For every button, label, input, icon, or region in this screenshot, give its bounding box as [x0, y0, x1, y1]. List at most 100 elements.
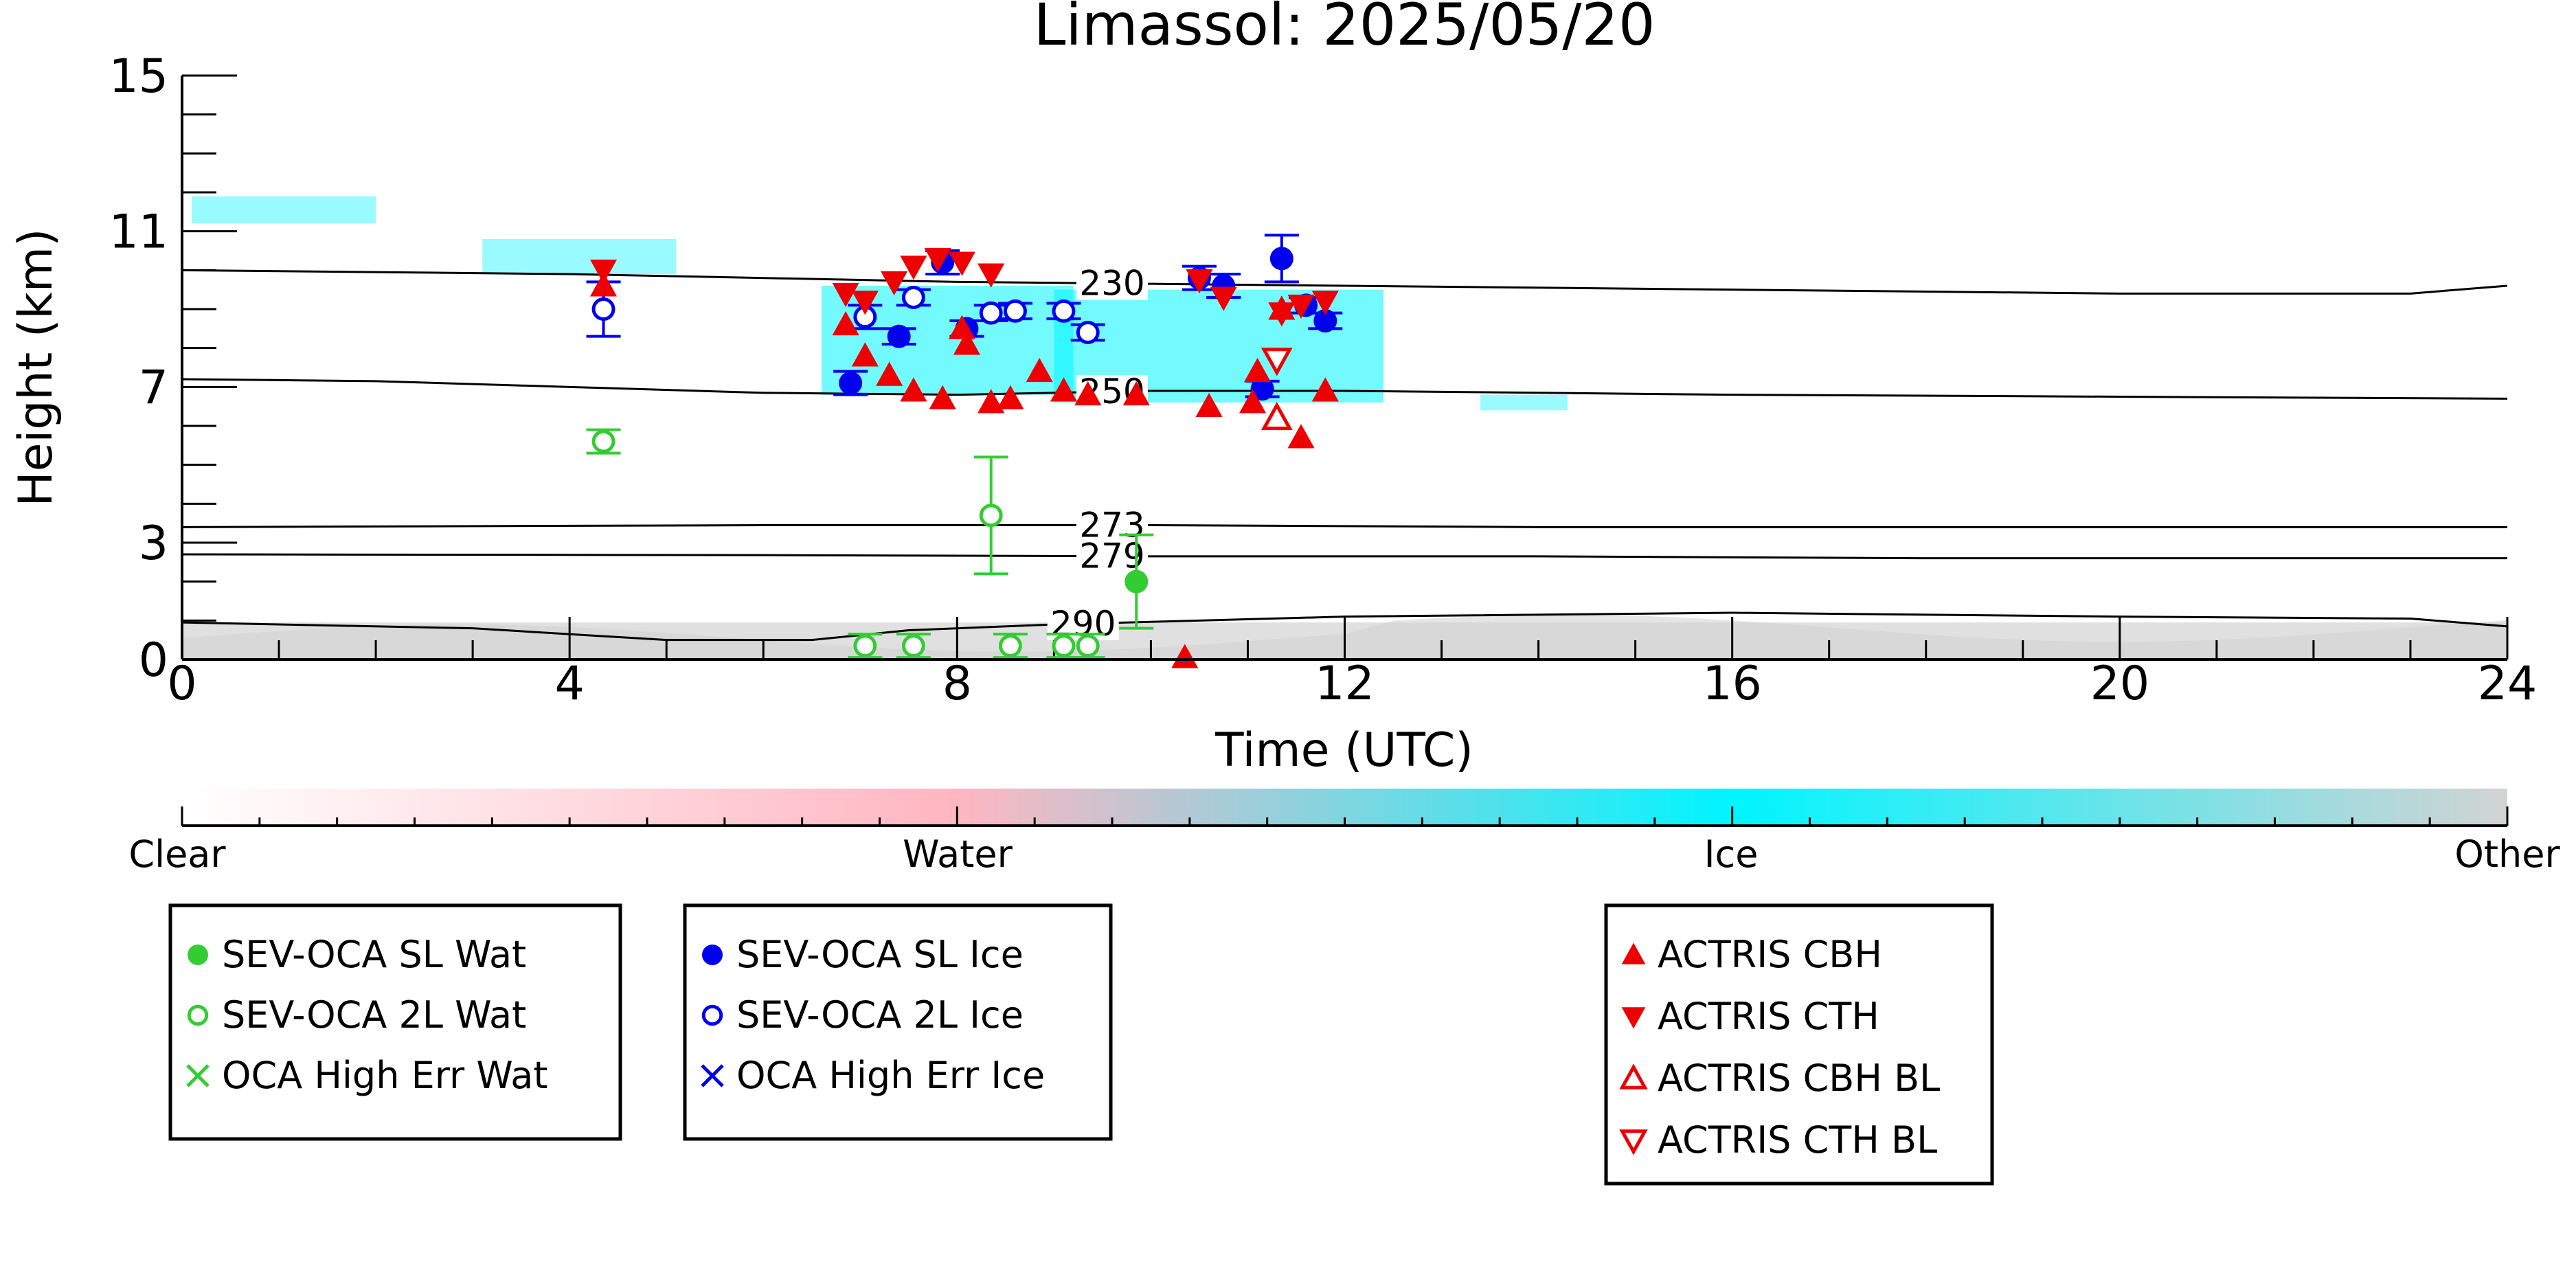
legends: SEV-OCA SL Wat SEV-OCA 2L Wat OCA High Err… — [168, 903, 1994, 1186]
actris-cbh-bl-point — [1261, 401, 1293, 431]
legend-marker-actris-cth — [1621, 1007, 1646, 1029]
legend-marker-sev-oca-sl-wat — [188, 945, 208, 965]
sev-oca-2l-wat-point — [979, 504, 1003, 528]
ice-cloud-region — [482, 239, 677, 274]
contour-label-279: 279 — [1079, 536, 1144, 576]
legend-label-actris-cth: ACTRIS CTH — [1658, 995, 1879, 1038]
sev-oca-2l-wat-point — [1052, 634, 1076, 658]
actris-cth-bl-point — [1261, 348, 1293, 376]
actris-cbh-point — [1050, 377, 1078, 402]
actris-cbh-point — [1195, 392, 1223, 418]
colorbar-label-clear: Clear — [128, 833, 226, 876]
y-tick-label: 15 — [109, 49, 168, 104]
actris-cth-point — [832, 282, 859, 308]
legend-marker-sev-oca-sl-ice — [702, 945, 723, 965]
actris-cbh-point — [851, 342, 879, 367]
legend-box — [1604, 903, 1994, 1186]
actris-cth-point — [900, 256, 927, 280]
chart-title: Limassol: 2025/05/20 — [1034, 0, 1656, 58]
sev-oca-2l-wat-point — [591, 429, 615, 453]
y-tick-label: 3 — [139, 517, 168, 571]
legend-marker-actris-cbh — [1621, 942, 1646, 964]
legend-label-sev-oca-2l-wat: SEV-OCA 2L Wat — [222, 993, 526, 1037]
sev-oca-sl-ice-point — [839, 371, 863, 395]
actris-cbh-point — [1074, 381, 1102, 406]
actris-cbh-point — [1244, 357, 1272, 383]
legend-label-oca-high-err-wat: OCA High Err Wat — [222, 1054, 548, 1097]
sev-oca-2l-ice-point — [1052, 299, 1076, 323]
sev-oca-2l-wat-point — [853, 634, 877, 658]
actris-cbh-point — [832, 310, 859, 336]
actris-cth-point — [589, 259, 618, 284]
legend-label-actris-cbh-bl: ACTRIS CBH BL — [1658, 1057, 1940, 1100]
actris-cth-point — [1186, 269, 1213, 294]
ice-cloud-region — [192, 196, 376, 224]
actris-cbh-point — [948, 315, 975, 339]
legend-label-actris-cbh: ACTRIS CBH — [1658, 933, 1882, 976]
legend-marker-oca-high-err-ice — [701, 1064, 724, 1087]
legend-label-sev-oca-2l-ice: SEV-OCA 2L Ice — [736, 993, 1024, 1037]
x-tick-label: 24 — [2478, 657, 2538, 711]
contour-line-250 — [181, 378, 2508, 400]
y-axis-label: Height (km) — [9, 228, 63, 506]
actris-cbh-point — [978, 389, 1005, 414]
sev-oca-2l-ice-point — [591, 297, 615, 321]
sev-oca-2l-wat-point — [901, 634, 925, 658]
legend-label-oca-high-err-ice: OCA High Err Ice — [736, 1054, 1045, 1097]
x-tick-label: 16 — [1702, 657, 1762, 711]
axis-ticks: 0 3 7 11 15 0 4 8 12 16 20 24 — [109, 49, 2537, 711]
x-tick-label: 8 — [942, 657, 972, 711]
sev-oca-sl-ice-point — [1269, 247, 1293, 271]
actris-cth-point — [1268, 302, 1296, 327]
sev-oca-2l-wat-point — [1076, 634, 1100, 658]
sev-oca-2l-ice-point — [901, 286, 925, 309]
actris-cth-point — [851, 291, 879, 315]
actris-cth-point — [924, 247, 951, 273]
sev-oca-2l-ice-point — [1076, 321, 1100, 344]
contour-line-273 — [181, 524, 2507, 528]
legend-label-sev-oca-sl-ice: SEV-OCA SL Ice — [736, 933, 1024, 976]
legend-box — [168, 903, 622, 1141]
contour-label-230: 230 — [1079, 264, 1144, 304]
sev-oca-2l-ice-point — [979, 301, 1003, 325]
legend-label-sev-oca-sl-wat: SEV-OCA SL Wat — [222, 933, 526, 976]
actris-cth-point — [1287, 294, 1315, 319]
actris-cbh-point — [1122, 381, 1150, 406]
legend-marker-sev-oca-2l-wat — [187, 1004, 209, 1026]
sev-oca-sl-ice-point — [887, 324, 911, 348]
actris-cth-point — [1311, 291, 1339, 315]
actris-cth-point — [881, 271, 908, 296]
retrieval-markers — [586, 234, 1343, 668]
actris-cbh-point — [876, 361, 903, 386]
actris-cbh-point — [900, 377, 927, 402]
x-tick-label: 12 — [1315, 657, 1375, 711]
legend-marker-sev-oca-2l-ice — [701, 1004, 723, 1026]
colorbar-label-ice: Ice — [1704, 833, 1759, 876]
y-tick-label: 11 — [109, 205, 168, 260]
x-tick-label: 4 — [555, 657, 585, 711]
y-tick-label: 0 — [139, 633, 168, 688]
contour-label-bg — [1076, 267, 1148, 300]
actris-cbh-point — [1171, 644, 1199, 668]
actris-cth-point — [1210, 286, 1237, 311]
colorbar-ticks — [181, 806, 2509, 826]
actris-cth-point — [948, 251, 975, 276]
ice-cloud-region — [1480, 394, 1568, 411]
sev-oca-2l-ice-point — [1004, 299, 1027, 323]
legend-label-actris-cth-bl: ACTRIS CTH BL — [1658, 1118, 1937, 1162]
sev-oca-sl-ice-point — [1313, 309, 1337, 332]
contour-label-273: 273 — [1079, 506, 1144, 545]
colorbar-label-water: Water — [903, 833, 1013, 876]
sev-oca-2l-wat-point — [998, 634, 1022, 658]
cloud-classification-backscatter — [182, 196, 2507, 659]
sev-oca-sl-wat-point — [1125, 569, 1149, 594]
y-tick-label: 7 — [139, 361, 168, 415]
legend-box — [683, 903, 1113, 1141]
actris-cbh-point — [929, 385, 956, 409]
actris-cbh-point — [589, 272, 618, 297]
actris-cth-point — [978, 263, 1005, 288]
actris-cbh-point — [953, 330, 980, 355]
actris-cbh-point — [997, 385, 1024, 409]
